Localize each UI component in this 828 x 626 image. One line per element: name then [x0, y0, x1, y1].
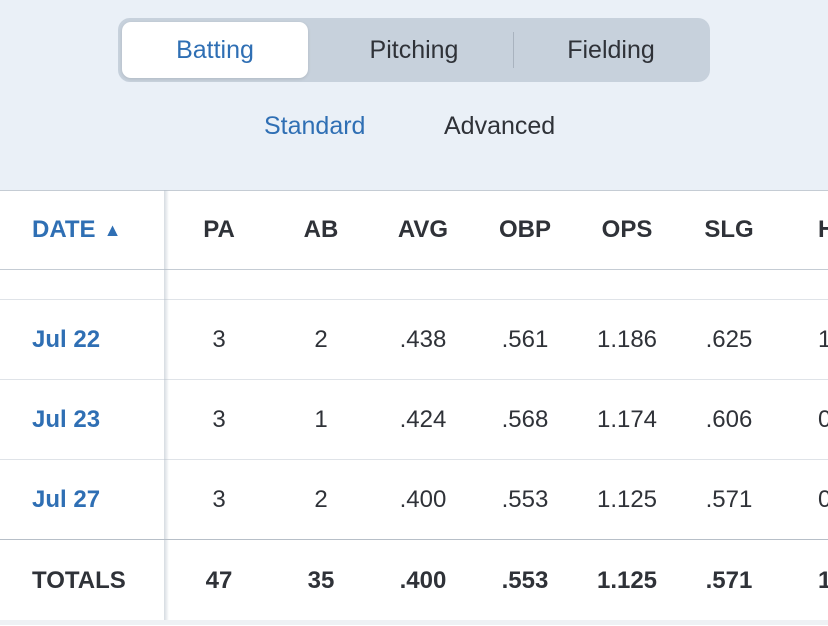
subtab-standard[interactable]: Standard	[264, 112, 366, 140]
cell-ops: 1.186	[596, 325, 658, 353]
cell-ab: 1	[314, 405, 328, 433]
cell-pa: 3	[212, 485, 226, 513]
table-header-row: DATE ▲ PA AB AVG OBP OPS SLG H	[0, 191, 828, 270]
header-date-label: DATE	[32, 216, 96, 243]
cell-obp: .561	[501, 325, 549, 353]
date-label: Jul 22	[32, 325, 101, 353]
date-label: Jul 27	[32, 485, 101, 513]
cell-obp: .553	[501, 485, 549, 513]
totals-row: TOTALS 47 35 .400 .553 1.125 .571 1	[0, 541, 828, 621]
total-h: 1	[818, 566, 828, 594]
table-spacer-row	[0, 270, 828, 300]
cell-ops: 1.125	[596, 485, 658, 513]
tab-fielding[interactable]: Fielding	[567, 35, 655, 64]
header-slg[interactable]: SLG	[704, 216, 754, 243]
cell-h: 0	[818, 485, 828, 513]
cell-avg: .424	[399, 405, 447, 433]
subtab-advanced[interactable]: Advanced	[444, 112, 556, 140]
table-row: Jul 22 3 2 .438 .561 1.186 .625 1	[0, 300, 828, 380]
total-avg: .400	[399, 566, 447, 594]
header-obp[interactable]: OBP	[498, 216, 551, 243]
stat-view-subtabs: Standard Advanced	[0, 112, 828, 148]
cell-pa: 3	[212, 325, 226, 353]
cell-h: 0	[818, 405, 828, 433]
tab-pitching[interactable]: Pitching	[369, 35, 459, 64]
total-ab: 35	[307, 566, 335, 594]
cell-slg: .625	[705, 325, 753, 353]
date-label: Jul 23	[32, 405, 101, 433]
header-date[interactable]: DATE ▲	[32, 191, 162, 269]
cell-ab: 2	[314, 485, 328, 513]
stat-category-segmented-control: Batting Pitching Fielding	[118, 18, 710, 82]
sort-ascending-icon: ▲	[103, 219, 122, 240]
header-pa[interactable]: PA	[203, 216, 235, 243]
header-avg[interactable]: AVG	[397, 216, 449, 243]
top-controls: Batting Pitching Fielding Standard Advan…	[0, 0, 828, 190]
total-slg: .571	[705, 566, 753, 594]
tab-batting[interactable]: Batting	[122, 22, 308, 78]
totals-label: TOTALS	[32, 566, 126, 594]
header-ops[interactable]: OPS	[601, 216, 653, 243]
header-ab[interactable]: AB	[303, 216, 339, 243]
bottom-strip	[0, 620, 828, 625]
row-date-link[interactable]: Jul 27	[32, 460, 162, 539]
total-ops: 1.125	[596, 566, 658, 594]
cell-obp: .568	[501, 405, 549, 433]
row-date-link[interactable]: Jul 22	[32, 300, 162, 379]
cell-avg: .438	[399, 325, 447, 353]
cell-h: 1	[818, 325, 828, 353]
total-obp: .553	[501, 566, 549, 594]
cell-ops: 1.174	[596, 405, 658, 433]
header-h[interactable]: H	[818, 216, 828, 243]
segment-divider	[513, 32, 514, 68]
table-row: Jul 27 3 2 .400 .553 1.125 .571 0	[0, 460, 828, 540]
cell-pa: 3	[212, 405, 226, 433]
table-row: Jul 23 3 1 .424 .568 1.174 .606 0	[0, 380, 828, 460]
cell-slg: .571	[705, 485, 753, 513]
row-date-link[interactable]: Jul 23	[32, 380, 162, 459]
cell-ab: 2	[314, 325, 328, 353]
total-pa: 47	[205, 566, 233, 594]
sticky-column-shadow	[164, 190, 169, 620]
game-log-table: DATE ▲ PA AB AVG OBP OPS SLG H Jul 22 3 …	[0, 190, 828, 626]
cell-slg: .606	[705, 405, 753, 433]
cell-avg: .400	[399, 485, 447, 513]
